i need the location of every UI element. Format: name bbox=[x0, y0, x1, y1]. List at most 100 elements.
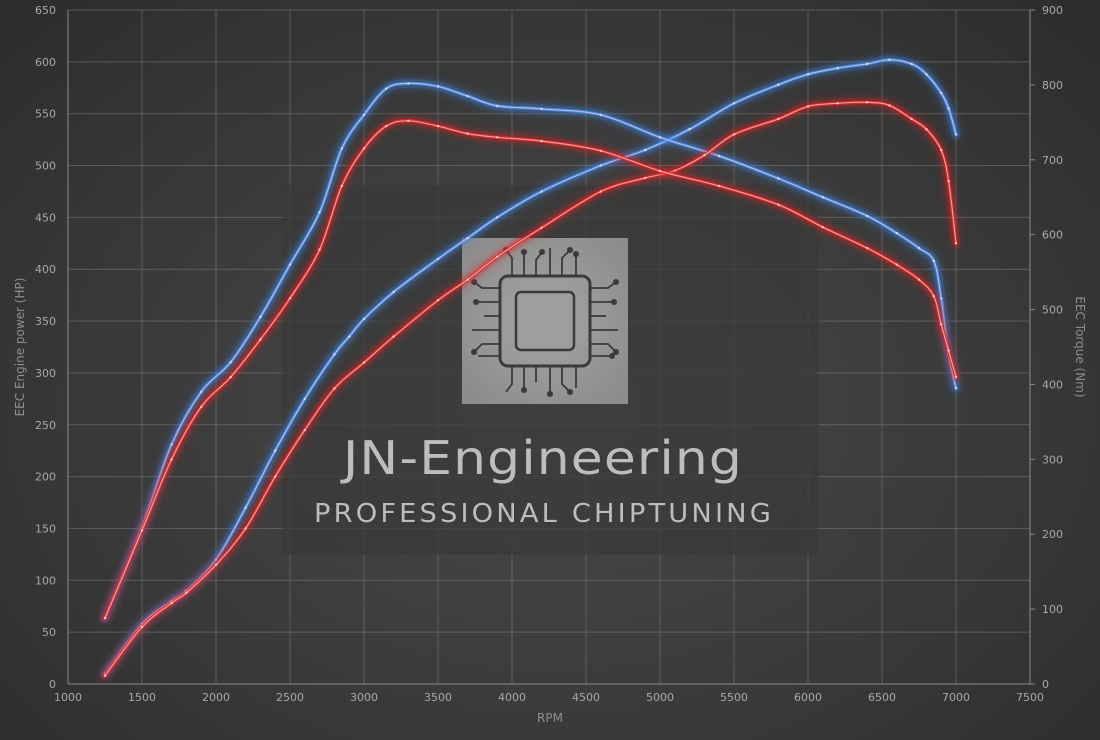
series-point bbox=[229, 375, 232, 379]
series-point bbox=[244, 527, 247, 530]
series-point bbox=[540, 190, 543, 193]
series-point bbox=[821, 196, 824, 199]
series-point bbox=[436, 85, 440, 88]
y-left-tick-label: 550 bbox=[35, 108, 56, 121]
y-left-tick-label: 0 bbox=[49, 678, 56, 691]
series-point bbox=[496, 104, 499, 108]
series-point bbox=[954, 375, 958, 379]
y-right-tick-label: 500 bbox=[1042, 304, 1063, 317]
series-point bbox=[947, 349, 950, 352]
series-line-3 bbox=[100, 116, 961, 623]
series-point bbox=[362, 361, 366, 364]
y-left-tick-label: 300 bbox=[35, 367, 56, 380]
series-point bbox=[259, 315, 262, 319]
series-point bbox=[466, 94, 469, 98]
series-point bbox=[214, 563, 218, 566]
series-point bbox=[599, 190, 602, 193]
watermark-subtitle: PROFESSIONAL CHIPTUNING bbox=[314, 499, 774, 529]
y-left-tick-label: 150 bbox=[35, 522, 56, 535]
series-point bbox=[288, 263, 292, 266]
series-point bbox=[954, 387, 958, 390]
series-point bbox=[318, 248, 321, 251]
series-point bbox=[806, 73, 810, 76]
x-tick-label: 3500 bbox=[424, 691, 452, 704]
series-point bbox=[932, 294, 935, 298]
series-point bbox=[954, 133, 958, 136]
series-point bbox=[385, 124, 388, 128]
y-left-tick-label: 650 bbox=[35, 4, 56, 17]
y-left-tick-label: 200 bbox=[35, 471, 56, 484]
series-line-2 bbox=[100, 78, 961, 623]
series-point bbox=[140, 625, 144, 629]
series-point bbox=[466, 132, 469, 135]
x-tick-label: 5500 bbox=[720, 691, 748, 704]
series-point bbox=[436, 124, 440, 128]
x-tick-label: 1000 bbox=[54, 691, 82, 704]
series-point bbox=[599, 164, 602, 167]
series-point bbox=[932, 259, 935, 263]
axes: 1000 1500 2000 2500 3000 3500 4000 4500 5000 5500… bbox=[35, 4, 1063, 704]
y-right-tick-label: 900 bbox=[1042, 4, 1063, 17]
series-point bbox=[940, 323, 943, 326]
x-tick-label: 5000 bbox=[646, 691, 674, 704]
x-tick-label: 3000 bbox=[350, 691, 378, 704]
y-right-tick-label: 100 bbox=[1042, 603, 1063, 616]
series-point bbox=[599, 149, 602, 152]
y-left-tick-label: 100 bbox=[35, 574, 56, 587]
series-point bbox=[895, 232, 898, 235]
series-point bbox=[866, 214, 869, 218]
x-tick-label: 1500 bbox=[128, 691, 156, 704]
series-point bbox=[658, 169, 662, 173]
series-point bbox=[362, 113, 366, 117]
series-point bbox=[392, 335, 395, 338]
series-point bbox=[436, 257, 440, 261]
x-tick-label: 7500 bbox=[1016, 691, 1044, 704]
series-point bbox=[888, 58, 891, 61]
series-point bbox=[303, 397, 306, 400]
series-point bbox=[436, 299, 440, 302]
series-point bbox=[407, 82, 410, 85]
series-point bbox=[718, 154, 721, 158]
series-core bbox=[104, 101, 957, 677]
series-point bbox=[866, 62, 869, 66]
series-layer bbox=[100, 55, 961, 681]
series-point bbox=[170, 458, 173, 461]
y-right-tick-label: 700 bbox=[1042, 154, 1063, 167]
series-point bbox=[947, 107, 950, 110]
series-point bbox=[836, 102, 839, 105]
series-point bbox=[910, 62, 913, 66]
y-right-tick-label: 400 bbox=[1042, 378, 1063, 391]
series-point bbox=[777, 177, 780, 180]
series-point bbox=[703, 154, 706, 157]
x-axis-title: RPM bbox=[537, 711, 563, 725]
series-point bbox=[836, 66, 839, 70]
series-point bbox=[185, 591, 188, 594]
y-left-tick-label: 500 bbox=[35, 160, 56, 173]
series-point bbox=[777, 117, 780, 121]
y-left-tick-label: 450 bbox=[35, 211, 56, 224]
y-left-tick-label: 350 bbox=[35, 315, 56, 328]
series-point bbox=[688, 128, 691, 131]
series-point bbox=[940, 297, 943, 300]
x-tick-label: 6500 bbox=[868, 691, 896, 704]
series-point bbox=[333, 387, 336, 390]
series-point bbox=[599, 113, 602, 117]
series-point bbox=[362, 317, 366, 321]
series-point bbox=[777, 83, 780, 86]
series-point bbox=[910, 117, 913, 121]
series-point bbox=[888, 104, 891, 107]
series-point bbox=[407, 119, 410, 123]
series-point bbox=[170, 443, 173, 446]
series-point bbox=[274, 449, 277, 452]
series-point bbox=[540, 226, 543, 229]
series-point bbox=[140, 529, 144, 532]
series-point bbox=[866, 246, 869, 250]
watermark-title: JN-Engineering bbox=[340, 431, 743, 485]
series-point bbox=[200, 390, 203, 394]
series-point bbox=[274, 475, 277, 478]
series-point bbox=[496, 255, 499, 258]
series-point bbox=[200, 405, 203, 409]
series-point bbox=[340, 184, 343, 188]
series-point bbox=[540, 139, 543, 143]
